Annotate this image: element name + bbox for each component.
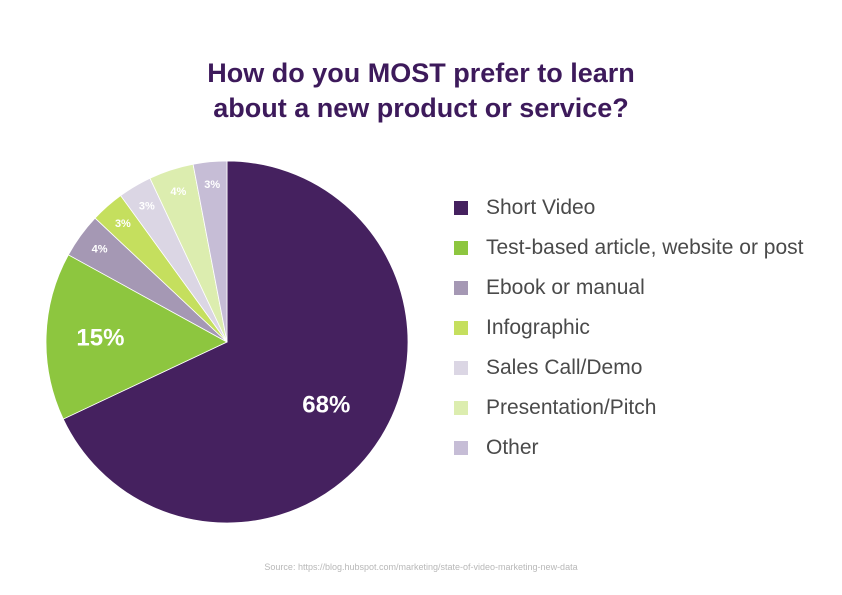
legend-item: Short Video xyxy=(454,196,834,220)
chart-legend: Short Video Test-based article, website o… xyxy=(454,196,834,476)
legend-label: Presentation/Pitch xyxy=(486,396,657,419)
legend-item: Test-based article, website or post xyxy=(454,236,834,260)
legend-swatch xyxy=(454,201,468,215)
slice-label-7: 3% xyxy=(204,179,220,191)
chart-title: How do you MOST prefer to learn about a … xyxy=(0,56,842,126)
legend-item: Infographic xyxy=(454,316,834,340)
pie-slice-2 xyxy=(45,254,228,420)
slice-label-2: 15% xyxy=(76,325,124,352)
legend-swatch xyxy=(454,321,468,335)
chart-title-line-2: about a new product or service? xyxy=(213,93,629,124)
legend-swatch xyxy=(454,401,468,415)
legend-swatch xyxy=(454,361,468,375)
legend-label: Short Video xyxy=(486,196,596,219)
pie-slice-1 xyxy=(62,160,409,524)
legend-swatch xyxy=(454,241,468,255)
legend-label: Other xyxy=(486,436,539,459)
source-note: Source: https://blog.hubspot.com/marketi… xyxy=(264,562,578,572)
legend-item: Other xyxy=(454,436,834,460)
slice-label-5: 3% xyxy=(139,201,155,213)
legend-label: Sales Call/Demo xyxy=(486,356,643,379)
legend-item: Presentation/Pitch xyxy=(454,396,834,420)
legend-label: Ebook or manual xyxy=(486,276,645,299)
pie-slice-7 xyxy=(192,160,228,343)
slice-label-4: 3% xyxy=(115,218,131,230)
legend-label: Infographic xyxy=(486,316,590,339)
legend-item: Sales Call/Demo xyxy=(454,356,834,380)
slice-label-3: 4% xyxy=(92,243,108,255)
legend-swatch xyxy=(454,441,468,455)
chart-title-line-1: How do you MOST prefer to learn xyxy=(207,58,635,89)
slice-label-1: 68% xyxy=(302,392,350,419)
legend-label: Test-based article, website or post xyxy=(486,236,804,259)
legend-swatch xyxy=(454,281,468,295)
legend-item: Ebook or manual xyxy=(454,276,834,300)
slice-label-6: 4% xyxy=(170,186,186,198)
